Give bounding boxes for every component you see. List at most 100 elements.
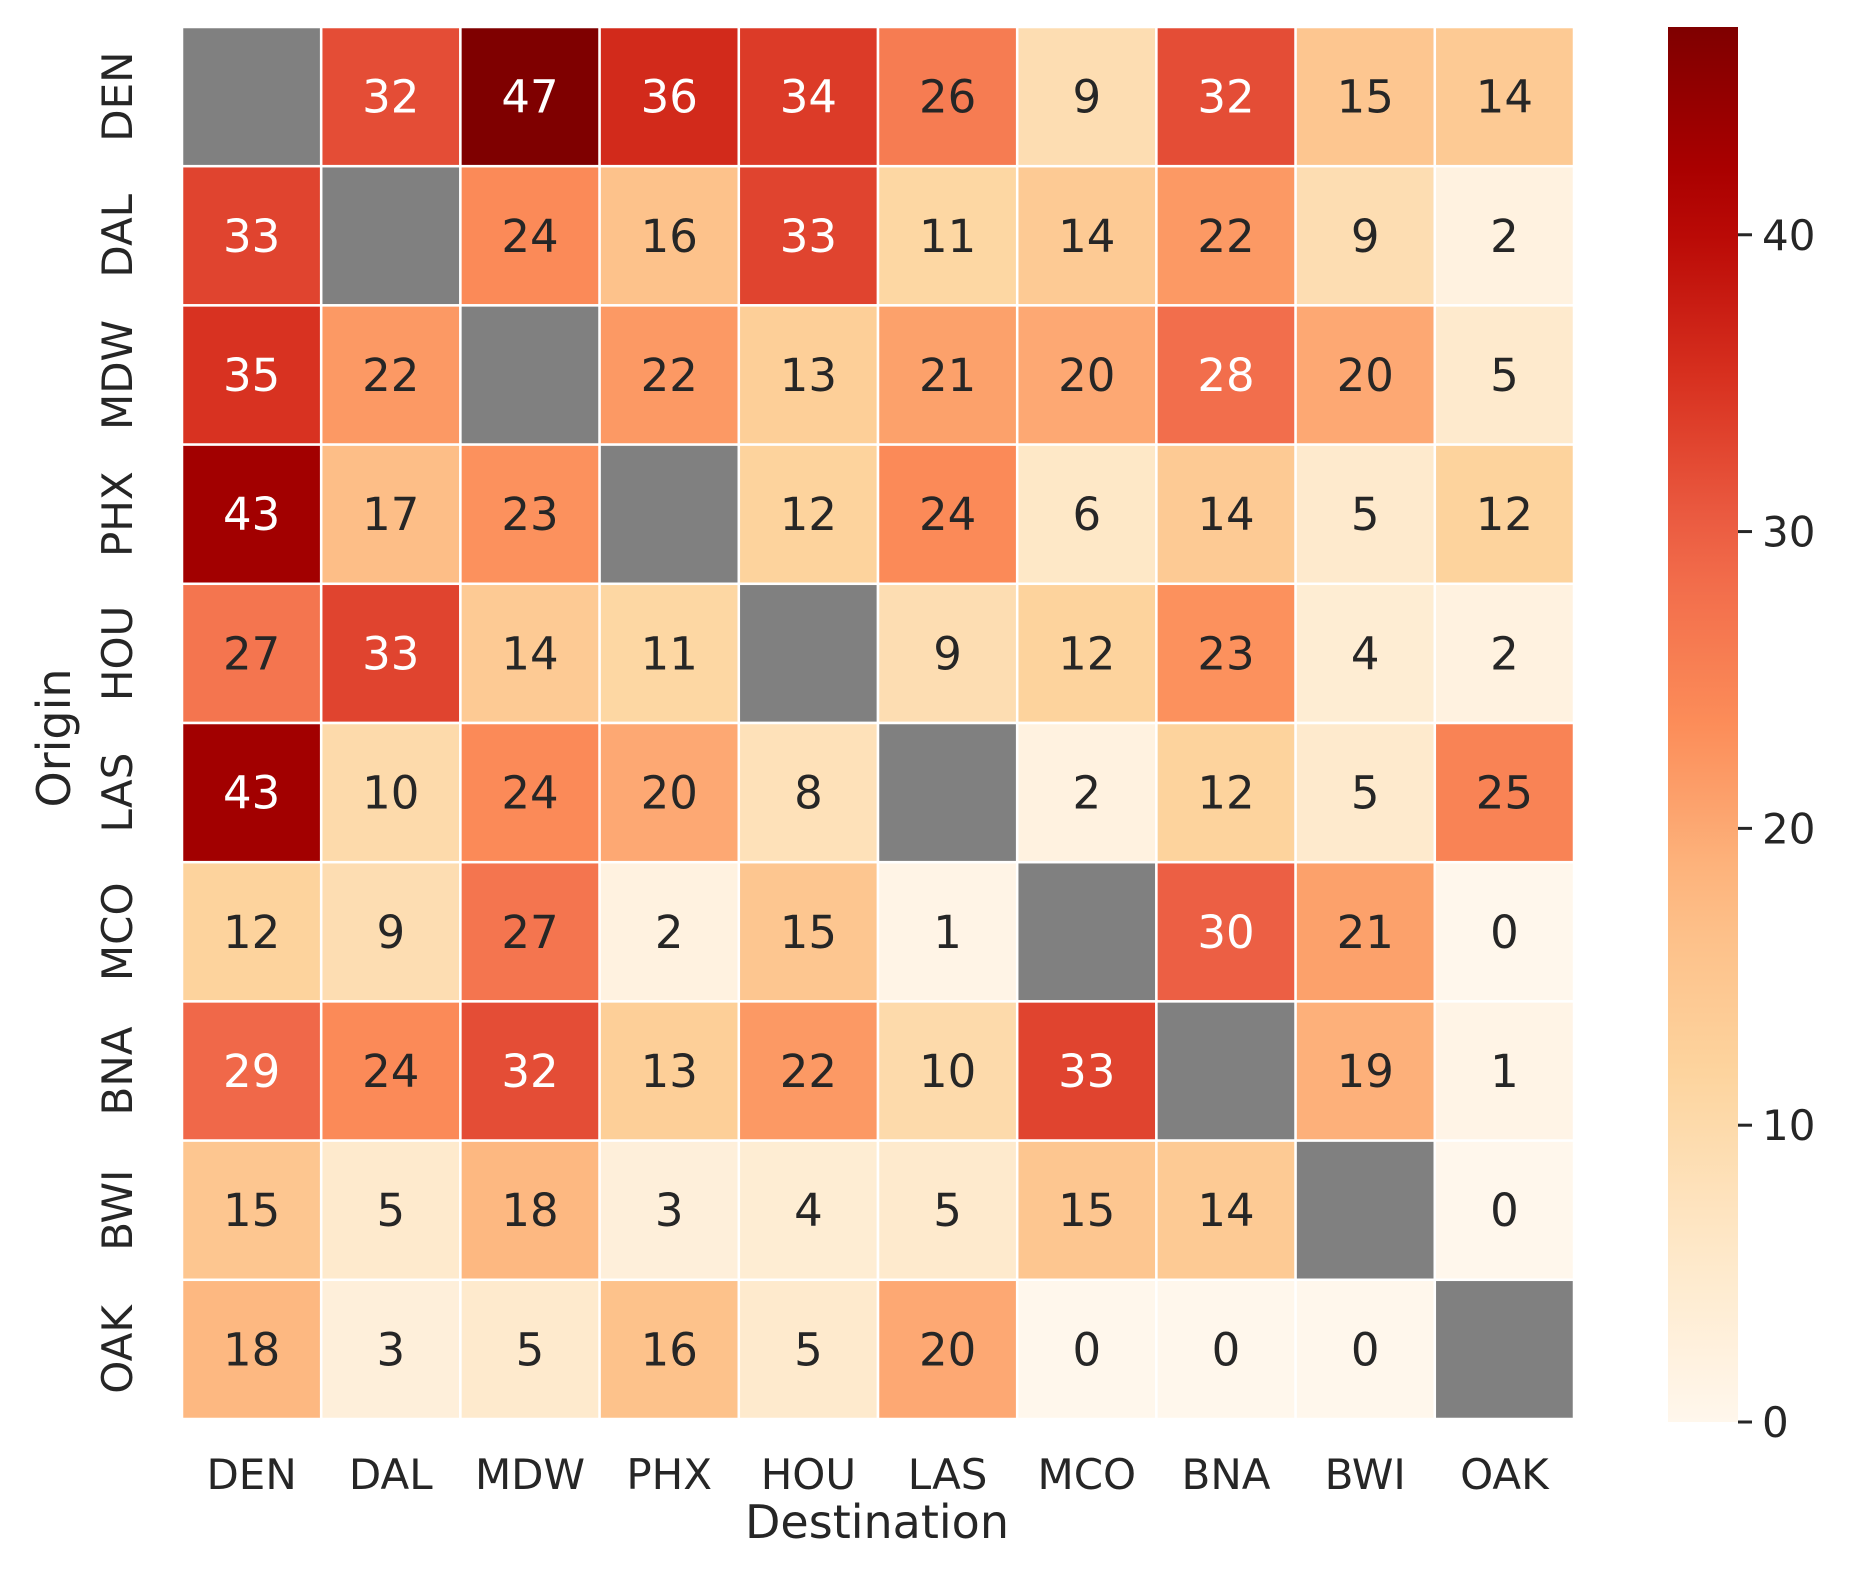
y-tick-label: BWI — [93, 1170, 142, 1251]
colorbar-tick-label: 30 — [1762, 508, 1815, 557]
y-tick-label: HOU — [93, 606, 142, 701]
x-tick-label: LAS — [908, 1450, 988, 1499]
cell-value-label: 24 — [501, 767, 558, 820]
cell-value-label: 5 — [794, 1323, 823, 1376]
heatmap-cell-missing — [1015, 860, 1158, 1003]
heatmap-cell — [1433, 304, 1576, 446]
cell-value-label: 28 — [1197, 349, 1254, 402]
x-tick-label: PHX — [626, 1450, 712, 1499]
heatmap-cell — [1433, 721, 1576, 864]
cell-value-label: 3 — [655, 1184, 684, 1237]
heatmap-cell — [737, 860, 880, 1003]
heatmap-cell — [319, 443, 462, 586]
cell-value-label: 12 — [1197, 767, 1254, 820]
x-tick-label: OAK — [1460, 1450, 1550, 1499]
cell-value-label: 5 — [933, 1184, 962, 1237]
cell-value-label: 36 — [641, 71, 698, 124]
heatmap-cell — [1433, 443, 1576, 586]
cell-value-label: 5 — [1490, 349, 1519, 402]
cell-value-label: 22 — [362, 349, 419, 402]
heatmap-cell-missing — [459, 304, 601, 446]
heatmap-cell — [876, 164, 1019, 307]
cell-value-label: 23 — [501, 488, 558, 541]
heatmap-cell — [1294, 164, 1437, 307]
x-tick-label: DAL — [349, 1450, 433, 1499]
heatmap-cell-missing — [876, 721, 1019, 864]
cell-value-label: 26 — [919, 71, 976, 124]
cell-value-label: 33 — [223, 210, 280, 263]
cell-value-label: 1 — [1490, 1045, 1519, 1098]
cell-value-label: 5 — [516, 1323, 545, 1376]
heatmap-cell — [1015, 1278, 1158, 1421]
heatmap-cell-missing — [1433, 1278, 1576, 1421]
cell-value-label: 11 — [919, 210, 976, 263]
heatmap-cell — [459, 1278, 601, 1421]
cell-value-label: 23 — [1197, 627, 1254, 680]
heatmap-cell — [1294, 721, 1437, 864]
colorbar-tick-label: 20 — [1762, 804, 1815, 853]
cell-value-label: 0 — [1212, 1323, 1241, 1376]
colorbar: 0 10 20 30 40 — [1668, 27, 1815, 1447]
cell-value-label: 27 — [223, 627, 280, 680]
y-tick-label: DAL — [93, 193, 142, 277]
cell-value-label: 43 — [223, 767, 280, 820]
y-axis-title: Origin — [27, 668, 81, 807]
cell-value-label: 4 — [794, 1184, 823, 1237]
heatmap-cell — [319, 721, 462, 864]
heatmap-cell — [598, 1000, 741, 1142]
heatmap-cell — [319, 304, 462, 446]
cell-value-label: 14 — [1197, 1184, 1254, 1237]
cell-value-label: 47 — [501, 71, 558, 124]
cell-value-label: 15 — [780, 906, 837, 959]
heatmap-cell — [1015, 582, 1158, 725]
y-tick-label: OAK — [93, 1304, 142, 1394]
heatmap-cell — [180, 443, 323, 586]
cell-value-label: 9 — [933, 627, 962, 680]
heatmap-cell — [598, 721, 741, 864]
colorbar-tick-label: 40 — [1762, 211, 1815, 260]
cell-value-label: 24 — [919, 488, 976, 541]
heatmap-cell — [180, 721, 323, 864]
y-tick-label: MCO — [93, 882, 142, 981]
heatmap-cell — [1155, 164, 1297, 307]
heatmap-cell — [459, 25, 601, 168]
cell-value-label: 2 — [1490, 627, 1519, 680]
cell-value-label: 20 — [919, 1323, 976, 1376]
heatmap-cell — [1155, 860, 1297, 1003]
y-tick-label: DEN — [93, 51, 142, 141]
heatmap-cell — [737, 1278, 880, 1421]
y-tick-label: BNA — [93, 1026, 142, 1115]
cell-value-label: 32 — [501, 1045, 558, 1098]
cell-value-label: 14 — [1058, 210, 1115, 263]
x-tick-label: MCO — [1037, 1450, 1136, 1499]
cell-value-label: 21 — [919, 349, 976, 402]
cell-value-label: 17 — [362, 488, 419, 541]
cell-value-label: 20 — [1337, 349, 1394, 402]
heatmap-cell-missing — [180, 25, 323, 168]
heatmap-cell — [1155, 1278, 1297, 1421]
cell-value-label: 8 — [794, 767, 823, 820]
heatmap-cell — [876, 1000, 1019, 1142]
cell-value-label: 10 — [362, 767, 419, 820]
heatmap-cell — [319, 1278, 462, 1421]
cell-value-label: 16 — [641, 210, 698, 263]
cell-value-label: 19 — [1337, 1045, 1394, 1098]
heatmap-cell — [180, 164, 323, 307]
cell-value-label: 0 — [1490, 906, 1519, 959]
cell-value-label: 29 — [223, 1045, 280, 1098]
heatmap-cell — [1015, 1000, 1158, 1142]
cell-value-label: 6 — [1072, 488, 1101, 541]
cell-value-label: 12 — [780, 488, 837, 541]
cell-value-label: 18 — [223, 1323, 280, 1376]
cell-value-label: 33 — [1058, 1045, 1115, 1098]
heatmap-cell — [1015, 25, 1158, 168]
heatmap-cell — [1433, 582, 1576, 725]
heatmap-cell — [180, 1278, 323, 1421]
heatmap-cell — [598, 164, 741, 307]
y-axis-ticks: DEN DAL MDW PHX HOU LAS MCO BNA BWI OAK — [93, 51, 142, 1393]
heatmap-cell — [459, 582, 601, 725]
heatmap-cell — [876, 304, 1019, 446]
heatmap-cell-missing — [1294, 1139, 1437, 1282]
cell-value-label: 15 — [1337, 71, 1394, 124]
